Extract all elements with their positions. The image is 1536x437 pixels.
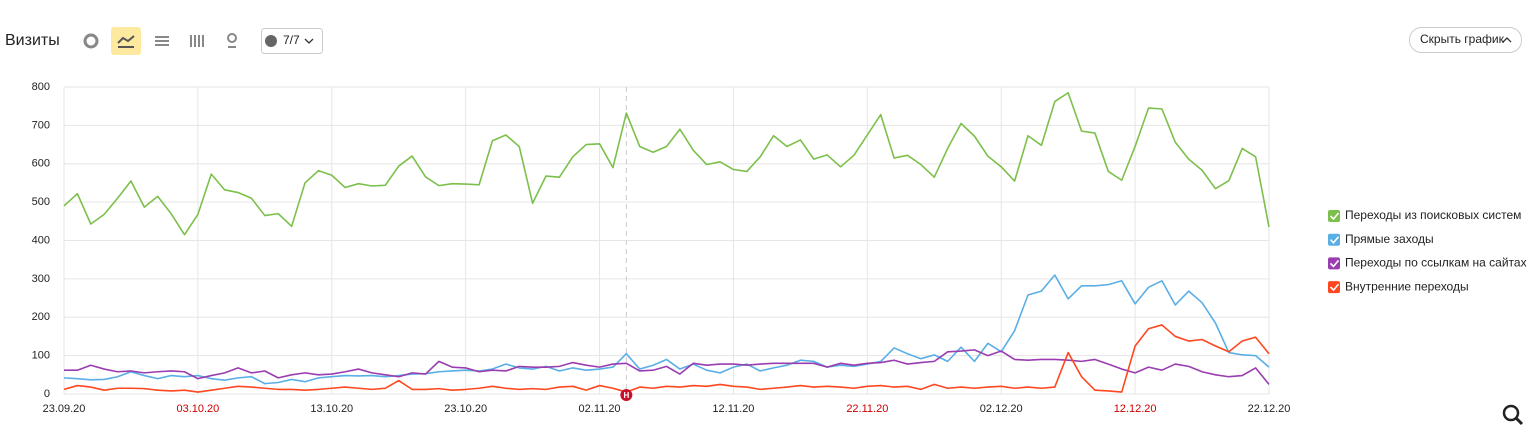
legend-check [1329, 236, 1340, 244]
series [63, 274, 1270, 385]
y-tick-label: 0 [44, 388, 50, 400]
annotation-label: Н [623, 391, 629, 400]
x-tick-label: 12.12.20 [1114, 403, 1157, 415]
y-tick-label: 500 [32, 196, 50, 208]
y-tick-label: 100 [32, 350, 50, 362]
series-line [64, 349, 1270, 385]
series [63, 91, 1270, 236]
x-tick-label: 22.11.20 [846, 403, 888, 415]
series [64, 349, 1270, 385]
chart-type-pie[interactable] [83, 33, 99, 49]
legend-item[interactable]: Переходы из поисковых систем [1328, 208, 1521, 222]
legend-check [1329, 212, 1340, 221]
legend-label: Переходы из поисковых систем [1345, 208, 1521, 222]
segments-count: 7/7 [283, 33, 300, 47]
y-tick-label: 800 [32, 81, 50, 93]
title: Визиты [5, 32, 60, 49]
zoom-icon[interactable] [1502, 404, 1524, 426]
x-tick-label: 13.10.20 [310, 403, 353, 415]
x-tick-label: 12.11.20 [712, 403, 754, 415]
y-tick-label: 200 [32, 311, 50, 323]
y-tick-label: 700 [32, 119, 50, 131]
x-tick-label: 02.12.20 [980, 403, 1023, 415]
legend-item[interactable]: Прямые заходы [1328, 232, 1434, 246]
legend-check [1329, 259, 1340, 268]
y-tick-label: 400 [32, 234, 50, 246]
x-tick-label: 02.11.20 [579, 403, 621, 415]
legend-item[interactable]: Внутренние переходы [1328, 279, 1469, 293]
series-line [63, 91, 1270, 236]
series-line [63, 324, 1270, 393]
chart-type-map[interactable] [227, 33, 237, 48]
chart-type-area[interactable] [155, 36, 169, 46]
legend-check [1329, 283, 1340, 292]
y-tick-label: 300 [32, 273, 50, 285]
legend-checkbox [1328, 233, 1340, 246]
x-tick-label: 23.09.20 [43, 403, 86, 415]
chart-type-line[interactable] [111, 27, 141, 55]
hide-chart-button[interactable]: Скрыть график [1409, 27, 1522, 53]
series-line [63, 274, 1270, 385]
legend-checkbox [1328, 281, 1340, 294]
x-tick-label: 03.10.20 [176, 403, 219, 415]
legend-label: Прямые заходы [1345, 232, 1434, 246]
legend-label: Переходы по ссылкам на сайтах [1345, 256, 1527, 270]
segments-dropdown[interactable]: 7/7 [261, 28, 323, 54]
legend-label: Внутренние переходы [1345, 279, 1469, 293]
legend-checkbox [1328, 257, 1340, 270]
y-tick-label: 600 [32, 158, 50, 170]
x-tick-label: 23.10.20 [444, 403, 487, 415]
x-tick-label: 22.12.20 [1248, 403, 1291, 415]
series [63, 324, 1270, 393]
legend-item[interactable]: Переходы по ссылкам на сайтах [1328, 256, 1527, 270]
chart-type-bar[interactable] [190, 35, 204, 47]
legend-checkbox [1328, 210, 1340, 222]
hide-chart-label: Скрыть график [1420, 32, 1505, 46]
annotation-marker[interactable] [620, 389, 633, 401]
